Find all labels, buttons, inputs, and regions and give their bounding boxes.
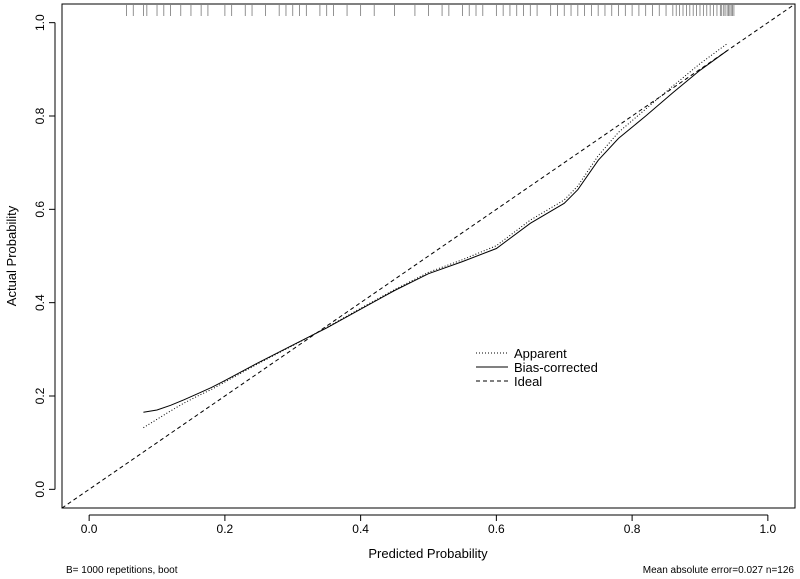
x-tick-label: 1.0 [760, 522, 777, 536]
y-tick-label: 0.8 [33, 107, 47, 124]
footnote-repetitions: B= 1000 repetitions, boot [66, 565, 178, 576]
legend: Apparent Bias-corrected Ideal [476, 346, 598, 389]
y-tick-label: 1.0 [33, 14, 47, 31]
series-line-apparent [143, 43, 728, 429]
x-tick-label: 0.2 [217, 522, 234, 536]
x-tick-label: 0.4 [352, 522, 369, 536]
series-line-ideal [61, 3, 796, 509]
x-axis-title: Predicted Probability [368, 546, 488, 561]
y-axis-title: Actual Probability [4, 205, 19, 306]
legend-label-ideal: Ideal [514, 374, 542, 389]
y-tick-label: 0.6 [33, 201, 47, 218]
x-axis: 0.0 0.2 0.4 0.6 0.8 1.0 [81, 514, 777, 536]
x-tick-label: 0.8 [624, 522, 641, 536]
legend-label-bias-corrected: Bias-corrected [514, 360, 598, 375]
y-axis: 0.0 0.2 0.4 0.6 0.8 1.0 [33, 14, 56, 498]
y-tick-label: 0.0 [33, 481, 47, 498]
x-tick-label: 0.6 [488, 522, 505, 536]
legend-label-apparent: Apparent [514, 346, 567, 361]
y-tick-label: 0.4 [33, 294, 47, 311]
x-tick-label: 0.0 [81, 522, 98, 536]
y-tick-label: 0.2 [33, 387, 47, 404]
series-lines [61, 3, 796, 509]
rug-marks [126, 5, 735, 16]
series-line-bias-corrected [143, 50, 728, 413]
plot-frame [61, 3, 796, 509]
footnote-mean-error: Mean absolute error=0.027 n=126 [642, 565, 794, 576]
